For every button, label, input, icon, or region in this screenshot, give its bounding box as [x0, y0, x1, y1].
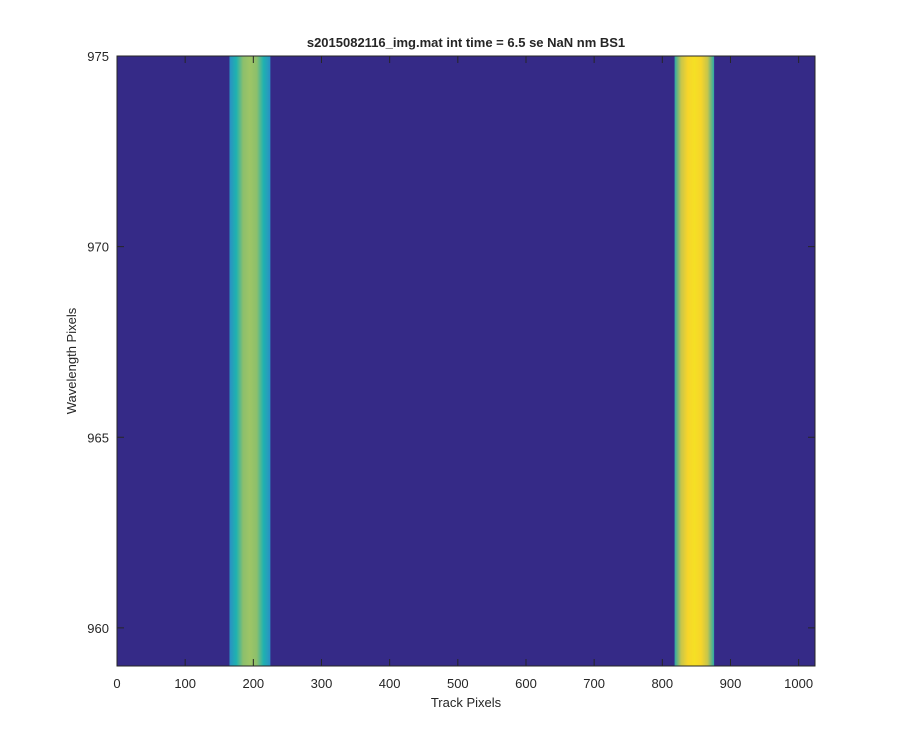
y-tick-label: 970 — [87, 240, 109, 255]
intensity-band — [674, 56, 715, 666]
y-tick-label: 965 — [87, 430, 109, 445]
x-tick-label: 600 — [515, 676, 537, 691]
chart-title: s2015082116_img.mat int time = 6.5 se Na… — [307, 35, 625, 50]
x-tick-label: 400 — [379, 676, 401, 691]
x-tick-label: 700 — [583, 676, 605, 691]
y-tick-label: 975 — [87, 49, 109, 64]
y-axis-label: Wavelength Pixels — [64, 307, 79, 414]
x-tick-label: 800 — [651, 676, 673, 691]
x-tick-label: 100 — [174, 676, 196, 691]
x-tick-label: 300 — [311, 676, 333, 691]
x-tick-label: 500 — [447, 676, 469, 691]
x-tick-label: 0 — [113, 676, 120, 691]
intensity-band — [229, 56, 271, 666]
axes-box — [116, 55, 816, 667]
x-tick-label: 900 — [720, 676, 742, 691]
y-tick-label: 960 — [87, 621, 109, 636]
x-tick-label: 200 — [242, 676, 264, 691]
x-axis-label: Track Pixels — [431, 695, 502, 710]
x-tick-label: 1000 — [784, 676, 813, 691]
